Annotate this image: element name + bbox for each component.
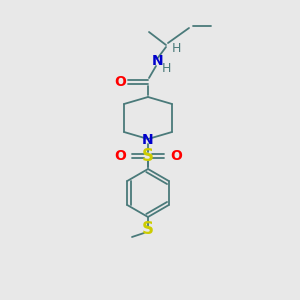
Text: N: N xyxy=(142,133,154,147)
Text: O: O xyxy=(114,149,126,163)
Text: O: O xyxy=(114,75,126,89)
Text: O: O xyxy=(170,149,182,163)
Text: H: H xyxy=(161,61,171,74)
Text: S: S xyxy=(142,220,154,238)
Text: S: S xyxy=(142,147,154,165)
Text: N: N xyxy=(152,54,164,68)
Text: H: H xyxy=(171,41,181,55)
